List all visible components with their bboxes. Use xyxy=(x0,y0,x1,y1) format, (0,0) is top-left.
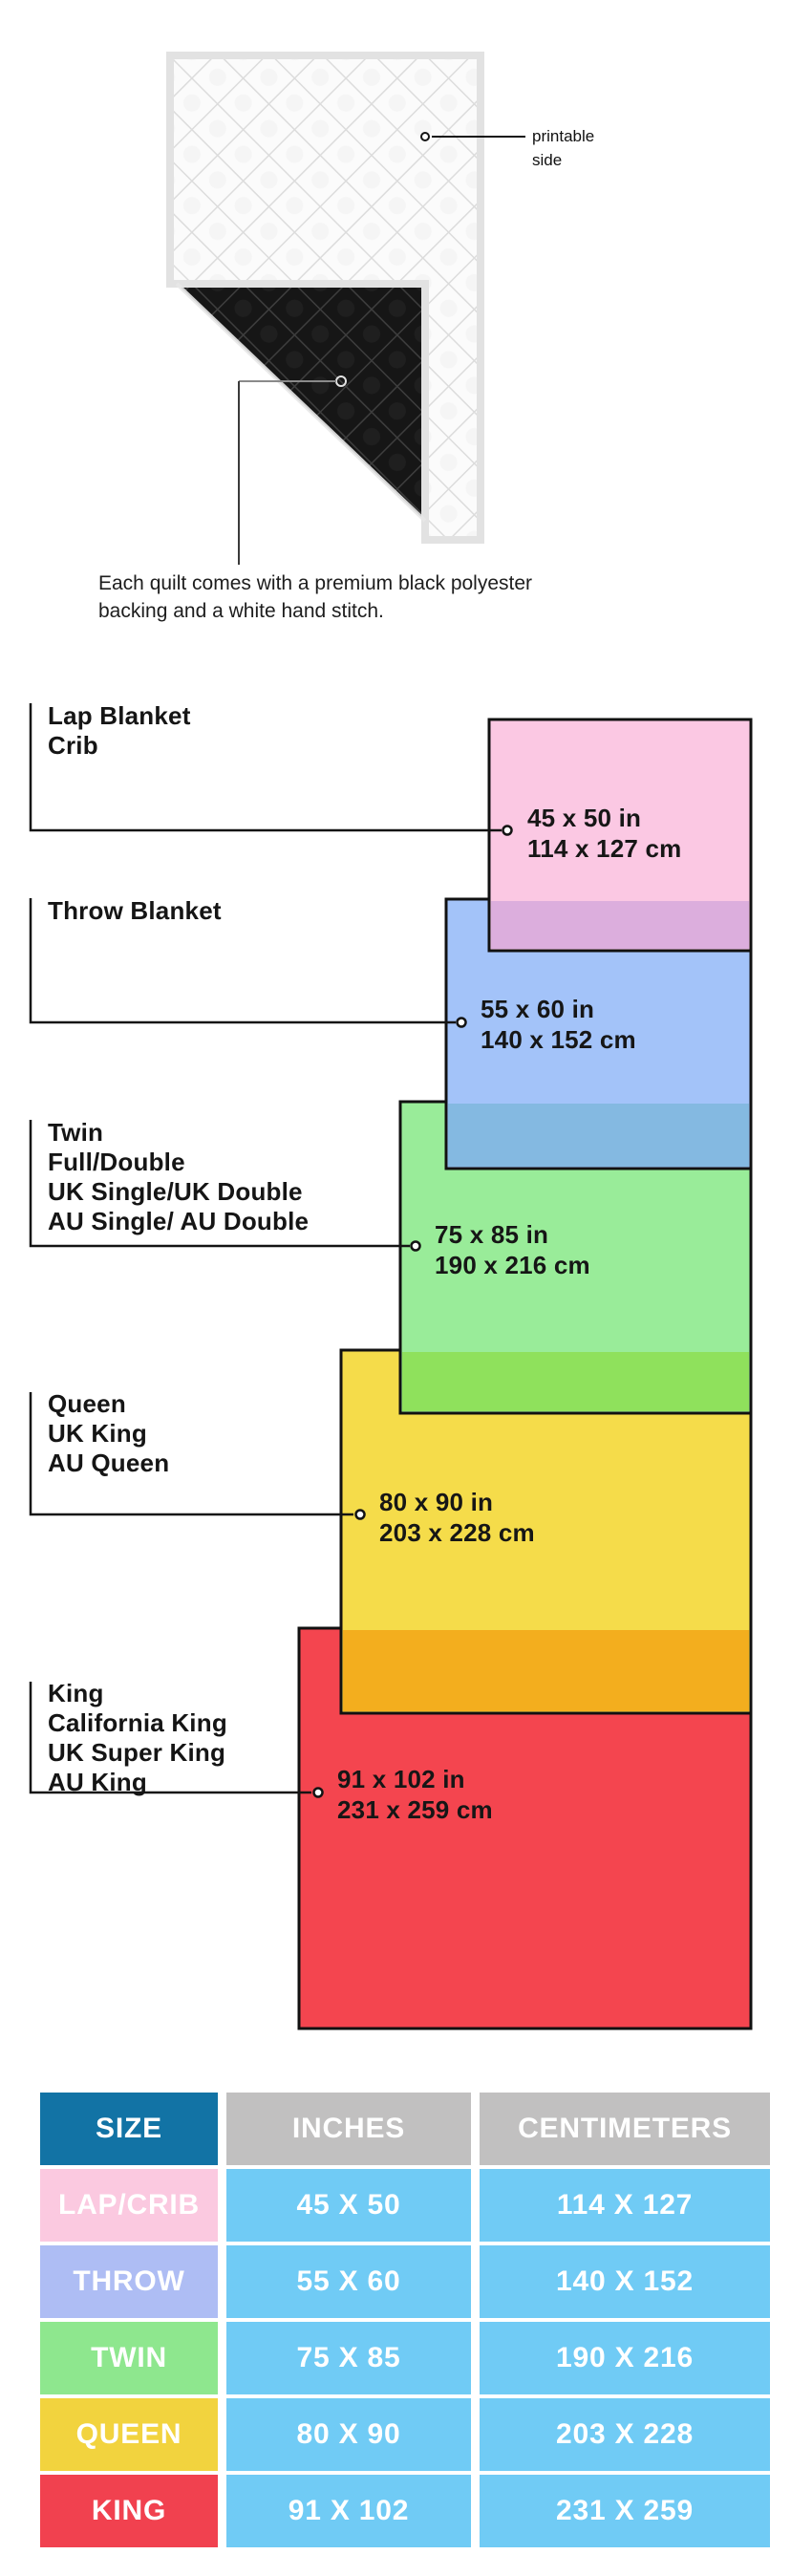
throw-label-line: Throw Blanket xyxy=(48,896,222,925)
table-cell-cm: 203 X 228 xyxy=(480,2398,770,2471)
king-leader-line xyxy=(29,1682,311,1794)
lap-size-cm: 114 x 127 cm xyxy=(527,834,682,863)
lap-label-line: Lap Blanket xyxy=(48,701,191,730)
lap-leader-line xyxy=(29,703,502,832)
king-label: King California King UK Super King AU Ki… xyxy=(48,1679,227,1797)
size-comparison-diagram xyxy=(29,703,753,2030)
quilt-caption-line-1: Each quilt comes with a premium black po… xyxy=(98,572,533,594)
throw-twin-overlap xyxy=(448,1104,749,1167)
table-cell-inches: 75 X 85 xyxy=(226,2322,471,2394)
queen-label: Queen UK King AU Queen xyxy=(48,1389,169,1478)
leader-lines xyxy=(29,703,502,1794)
twin-size-inches: 75 x 85 in xyxy=(435,1220,549,1249)
table-header-inches: INCHES xyxy=(226,2093,471,2165)
twin-label: Twin Full/Double UK Single/UK Double AU … xyxy=(48,1118,309,1236)
queen-label-line: AU Queen xyxy=(48,1449,170,1477)
twin-label-line: Twin xyxy=(48,1118,104,1147)
throw-leader-line xyxy=(29,898,456,1024)
table-cell-cm: 140 X 152 xyxy=(480,2245,770,2318)
king-size-inches: 91 x 102 in xyxy=(337,1765,465,1793)
queen-label-line: Queen xyxy=(48,1389,126,1418)
table-cell-inches: 80 X 90 xyxy=(226,2398,471,2471)
quilt-caption-line-2: backing and a white hand stitch. xyxy=(98,600,384,622)
queen-label-line: UK King xyxy=(48,1419,147,1448)
lap-size-text: 45 x 50 in 114 x 127 cm xyxy=(527,803,681,864)
table-row-label: KING xyxy=(40,2475,218,2547)
twin-queen-overlap xyxy=(402,1352,749,1411)
size-table: SIZE INCHES CENTIMETERS LAP/CRIB 45 X 50… xyxy=(40,2093,770,2547)
leader-markers xyxy=(312,825,513,1798)
king-size-cm: 231 x 259 cm xyxy=(337,1795,493,1824)
black-backing-leader-line xyxy=(239,380,336,382)
twin-size-cm: 190 x 216 cm xyxy=(435,1251,590,1279)
black-backing-leader-line-vertical xyxy=(238,381,240,565)
table-row-label: LAP/CRIB xyxy=(40,2169,218,2242)
queen-marker xyxy=(354,1509,366,1520)
king-label-line: California King xyxy=(48,1708,227,1737)
quilt-caption: Each quilt comes with a premium black po… xyxy=(98,569,532,625)
throw-size-text: 55 x 60 in 140 x 152 cm xyxy=(481,994,636,1055)
table-cell-cm: 190 X 216 xyxy=(480,2322,770,2394)
twin-marker xyxy=(410,1240,421,1252)
lap-size-inches: 45 x 50 in xyxy=(527,804,642,832)
king-marker xyxy=(312,1787,324,1798)
twin-label-line: UK Single/UK Double xyxy=(48,1177,303,1206)
printable-side-label: printable side xyxy=(532,127,595,169)
table-row-label: TWIN xyxy=(40,2322,218,2394)
twin-label-line: AU Single/ AU Double xyxy=(48,1207,310,1235)
table-cell-inches: 45 X 50 xyxy=(226,2169,471,2242)
throw-size-cm: 140 x 152 cm xyxy=(481,1025,636,1054)
twin-leader-line xyxy=(29,1120,410,1248)
lap-label-line: Crib xyxy=(48,731,98,760)
table-header-size: SIZE xyxy=(40,2093,218,2165)
twin-label-line: Full/Double xyxy=(48,1148,185,1176)
table-row-label: THROW xyxy=(40,2245,218,2318)
lap-throw-overlap xyxy=(491,901,749,949)
king-label-line: AU King xyxy=(48,1768,147,1796)
table-header-centimeters: CENTIMETERS xyxy=(480,2093,770,2165)
throw-label: Throw Blanket xyxy=(48,896,222,926)
twin-size-text: 75 x 85 in 190 x 216 cm xyxy=(435,1219,590,1280)
king-size-text: 91 x 102 in 231 x 259 cm xyxy=(337,1764,493,1825)
table-cell-inches: 91 X 102 xyxy=(226,2475,471,2547)
throw-marker xyxy=(456,1017,467,1028)
printable-side-leader-line xyxy=(432,136,525,138)
printable-side-marker xyxy=(420,132,430,141)
lap-label: Lap Blanket Crib xyxy=(48,701,191,761)
table-cell-cm: 114 X 127 xyxy=(480,2169,770,2242)
king-label-line: King xyxy=(48,1679,104,1707)
queen-size-inches: 80 x 90 in xyxy=(379,1488,494,1516)
king-label-line: UK Super King xyxy=(48,1738,226,1767)
queen-leader-line xyxy=(29,1392,353,1516)
table-cell-inches: 55 X 60 xyxy=(226,2245,471,2318)
quilt-fabric-image xyxy=(166,52,484,544)
table-cell-cm: 231 X 259 xyxy=(480,2475,770,2547)
table-row-label: QUEEN xyxy=(40,2398,218,2471)
queen-king-overlap xyxy=(343,1630,749,1711)
queen-size-text: 80 x 90 in 203 x 228 cm xyxy=(379,1487,535,1548)
throw-size-inches: 55 x 60 in xyxy=(481,995,595,1023)
black-backing-marker xyxy=(335,376,347,387)
lap-marker xyxy=(502,825,513,836)
queen-size-cm: 203 x 228 cm xyxy=(379,1518,535,1547)
